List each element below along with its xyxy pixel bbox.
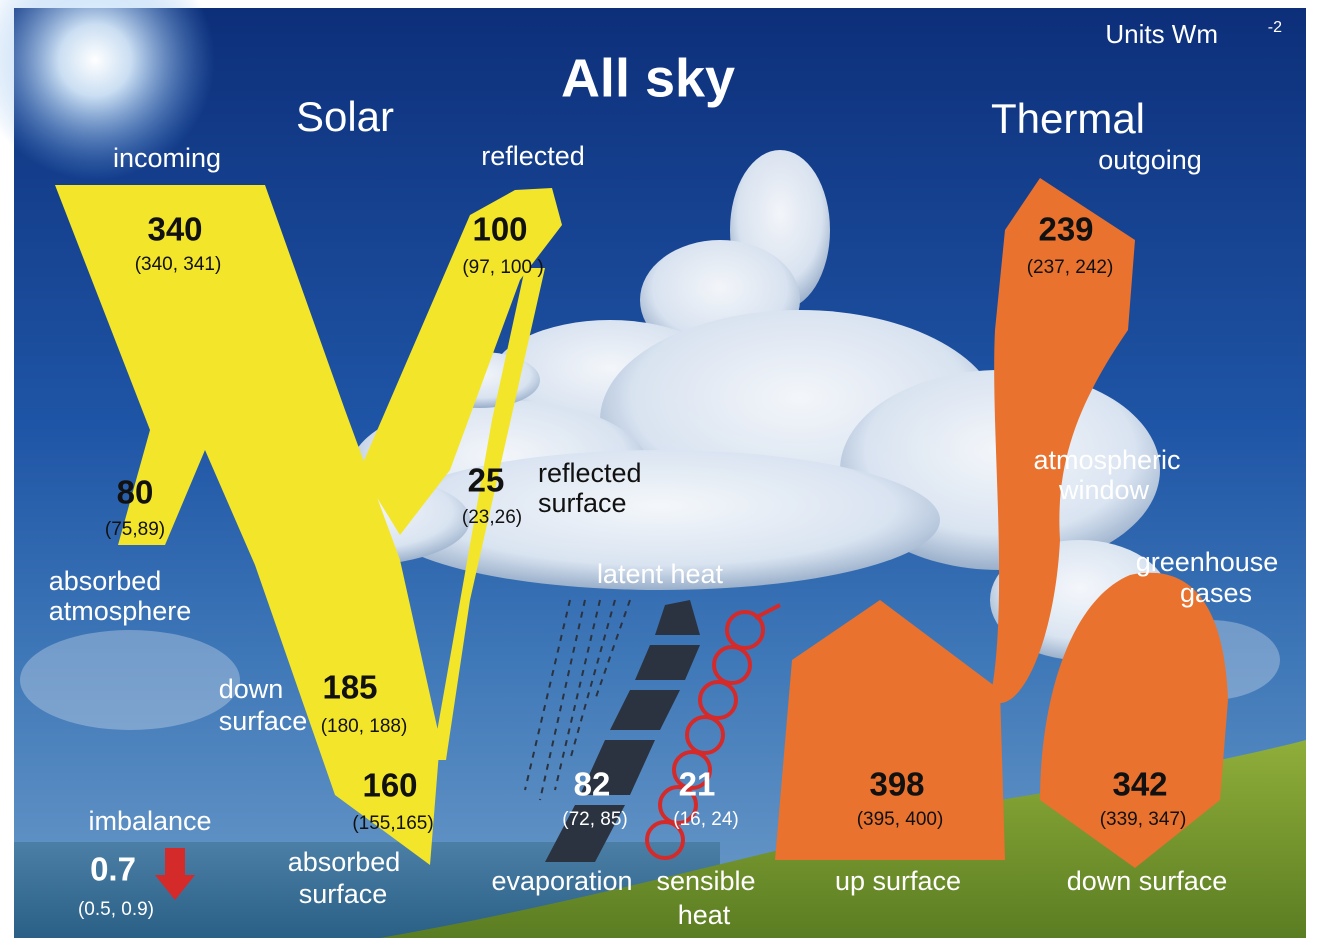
thermal-flows	[775, 178, 1228, 868]
label: surface	[299, 879, 388, 909]
label: reflected	[481, 141, 585, 171]
units-exponent: -2	[1268, 19, 1282, 36]
range: (72, 85)	[562, 809, 627, 830]
sensible-heat-spiral	[645, 603, 781, 860]
range: (237, 242)	[1027, 257, 1114, 278]
rain	[524, 599, 631, 801]
range: (180, 188)	[321, 716, 408, 737]
heading-thermal: Thermal	[991, 95, 1145, 142]
label: gases	[1180, 578, 1252, 608]
value: 25	[468, 462, 505, 499]
label: down surface	[1067, 866, 1228, 896]
label: absorbed	[288, 847, 401, 877]
solar-flows	[55, 185, 562, 865]
heading-solar: Solar	[296, 93, 394, 140]
value: 0.7	[90, 851, 136, 888]
label: imbalance	[88, 806, 211, 836]
range: (97, 100 )	[462, 257, 543, 278]
value: 82	[574, 766, 611, 803]
label: sensible	[656, 866, 755, 896]
range: (75,89)	[105, 519, 165, 540]
range: (339, 347)	[1100, 809, 1187, 830]
label: up surface	[835, 866, 961, 896]
value: 21	[679, 766, 716, 803]
label: evaporation	[491, 866, 632, 896]
latent-heat-column	[545, 600, 700, 862]
range: (155,165)	[352, 813, 433, 834]
range: (340, 341)	[135, 254, 222, 275]
value: 185	[322, 669, 377, 706]
label: incoming	[113, 143, 221, 173]
label: atmosphere	[49, 596, 192, 626]
value: 340	[147, 211, 202, 248]
value: 239	[1038, 211, 1093, 248]
label: latent heat	[597, 559, 724, 589]
label: outgoing	[1098, 145, 1202, 175]
label: surface	[538, 488, 627, 518]
label: surface	[219, 706, 308, 736]
label: down	[219, 674, 284, 704]
value: 160	[362, 767, 417, 804]
range: (23,26)	[462, 507, 522, 528]
value: 80	[117, 474, 154, 511]
imbalance-arrow	[155, 848, 195, 900]
label: absorbed	[49, 566, 162, 596]
label: reflected	[538, 458, 642, 488]
value: 342	[1112, 766, 1167, 803]
range: (395, 400)	[857, 809, 944, 830]
range: (0.5, 0.9)	[78, 899, 154, 920]
title: All sky	[561, 48, 735, 108]
label: window	[1058, 475, 1150, 505]
value: 100	[472, 211, 527, 248]
range: (16, 24)	[673, 809, 738, 830]
label: atmospheric	[1033, 445, 1180, 475]
label: heat	[678, 900, 731, 930]
value: 398	[869, 766, 924, 803]
label: greenhouse	[1136, 547, 1279, 577]
units: Units Wm	[1105, 19, 1218, 49]
labels: All sky Units Wm -2 Solar Thermal incomi…	[49, 19, 1282, 930]
